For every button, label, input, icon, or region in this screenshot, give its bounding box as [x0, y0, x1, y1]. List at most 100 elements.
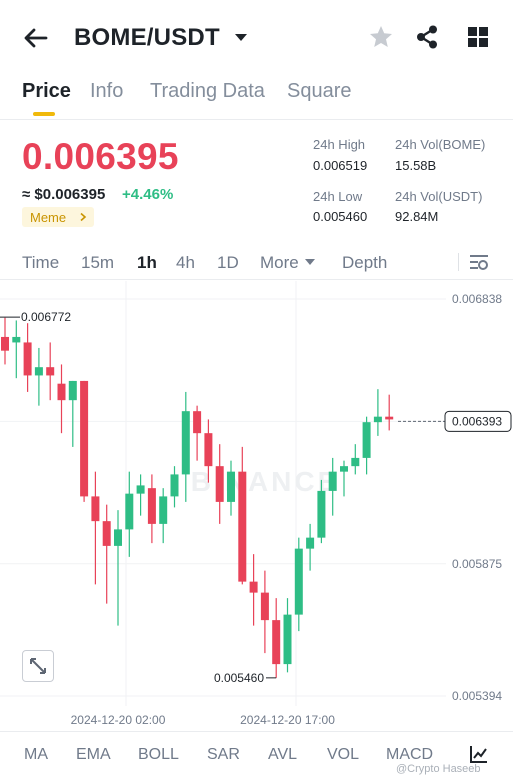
indicator-sar[interactable]: SAR	[207, 746, 240, 763]
candle-body	[351, 457, 360, 467]
x-tick-label: 2024-12-20 02:00	[71, 713, 166, 727]
interval-depth[interactable]: Depth	[342, 253, 388, 272]
candle-body	[362, 422, 371, 458]
chevron-right-icon	[80, 212, 87, 222]
more-caret-icon	[305, 259, 315, 265]
candle-body	[147, 488, 156, 524]
divider	[458, 253, 459, 271]
indicator-bar: MA EMA BOLL SAR AVL VOL MACD	[0, 731, 513, 782]
credit-watermark: @Crypto Haseeb	[396, 763, 481, 775]
candle-body	[317, 490, 326, 538]
tab-info[interactable]: Info	[90, 80, 124, 102]
candle-body	[306, 537, 315, 549]
candle-body	[193, 411, 202, 434]
candle-body	[328, 471, 337, 491]
tab-price[interactable]: Price	[22, 80, 71, 102]
candle-body	[23, 342, 32, 376]
trading-pair-title[interactable]: BOME/USDT	[74, 24, 220, 51]
share-icon[interactable]	[414, 24, 440, 50]
annotations-layer: 0.006393 0.006772 0.005460	[0, 310, 512, 685]
candle-body	[227, 471, 235, 502]
caret-down-icon[interactable]	[233, 30, 249, 46]
tab-trading-data[interactable]: Trading Data	[150, 80, 265, 102]
high-24h-label: 24h High	[313, 137, 366, 152]
candles-layer	[1, 317, 394, 678]
interval-time[interactable]: Time	[22, 253, 60, 272]
candle-body	[102, 521, 111, 546]
y-tick-label: 0.005394	[452, 689, 502, 703]
back-arrow-icon[interactable]	[22, 24, 50, 52]
chart-settings-icon[interactable]	[468, 252, 490, 272]
candle-body	[272, 620, 281, 665]
candle-body	[136, 485, 145, 494]
candle-body	[1, 336, 9, 351]
expand-icon	[30, 658, 46, 674]
high-24h-value: 0.006519	[313, 158, 368, 173]
star-icon[interactable]	[368, 24, 394, 50]
category-tag[interactable]: Meme	[22, 207, 94, 227]
low-24h-value: 0.005460	[313, 209, 368, 224]
interval-bar: Time 15m 1h 4h 1D More Depth	[0, 244, 513, 280]
chart-grid	[0, 281, 446, 706]
candle-body	[12, 336, 21, 343]
vol-quote-value: 92.84M	[395, 209, 439, 224]
indicator-boll[interactable]: BOLL	[138, 746, 179, 763]
candle-body	[91, 496, 100, 522]
candle-body	[204, 433, 213, 467]
candle-body	[238, 471, 247, 582]
candle-body	[373, 416, 382, 423]
vol-base-label: 24h Vol(BOME)	[395, 137, 486, 152]
high-marker-label: 0.006772	[21, 310, 71, 324]
vol-quote-label: 24h Vol(USDT)	[395, 189, 483, 204]
candle-body	[260, 592, 269, 621]
candle-body	[68, 380, 77, 401]
candle-body	[114, 529, 122, 546]
candle-body	[80, 380, 89, 497]
interval-15m[interactable]: 15m	[81, 253, 115, 272]
current-price-label: 0.006393	[452, 414, 502, 428]
section-tabs: Price Info Trading Data Square	[0, 76, 513, 120]
category-tag-label: Meme	[30, 210, 67, 225]
candle-body	[294, 548, 303, 615]
tab-square[interactable]: Square	[287, 80, 352, 102]
candle-body	[215, 466, 224, 502]
interval-4h[interactable]: 4h	[176, 253, 195, 272]
low-marker-label: 0.005460	[214, 671, 264, 685]
indicator-ema[interactable]: EMA	[76, 746, 111, 763]
price-change-percent: +4.46%	[122, 186, 174, 203]
expand-chart-button[interactable]	[22, 650, 54, 682]
y-axis: 0.006838 0.005875 0.005394	[452, 292, 502, 703]
candle-body	[46, 367, 55, 376]
current-price-box	[444, 410, 512, 432]
candle-body	[125, 493, 134, 530]
candle-body	[249, 581, 258, 593]
indicator-vol[interactable]: VOL	[327, 746, 360, 763]
candle-body	[385, 416, 394, 420]
indicator-macd[interactable]: MACD	[386, 746, 434, 763]
candle-body	[159, 496, 168, 524]
x-axis: 2024-12-20 02:00 2024-12-20 17:00	[71, 713, 336, 727]
x-tick-label: 2024-12-20 17:00	[240, 713, 335, 727]
candle-body	[34, 367, 43, 376]
interval-1h[interactable]: 1h	[137, 253, 157, 272]
y-tick-label: 0.005875	[452, 557, 502, 571]
candle-body	[181, 411, 190, 475]
indicator-avl[interactable]: AVL	[268, 746, 298, 763]
candle-body	[340, 466, 348, 472]
low-24h-label: 24h Low	[313, 189, 363, 204]
vol-base-value: 15.58B	[395, 158, 437, 173]
candle-body	[57, 383, 66, 401]
grid-icon[interactable]	[465, 24, 491, 50]
indicator-settings-icon[interactable]	[469, 744, 489, 764]
active-tab-indicator	[33, 112, 55, 116]
chart-watermark: BINANCE	[191, 466, 340, 497]
interval-1d[interactable]: 1D	[217, 253, 239, 272]
fiat-price: ≈ $0.006395	[22, 186, 106, 203]
top-bar: BOME/USDT	[0, 0, 513, 76]
candlestick-chart[interactable]: BINANCE 0.006393 0.006772 0.005460 0.00683…	[0, 281, 513, 731]
y-tick-label: 0.006838	[452, 292, 502, 306]
candle-body	[283, 614, 292, 665]
interval-more[interactable]: More	[260, 253, 299, 272]
indicator-ma[interactable]: MA	[24, 746, 48, 763]
last-price: 0.006395	[22, 136, 179, 177]
